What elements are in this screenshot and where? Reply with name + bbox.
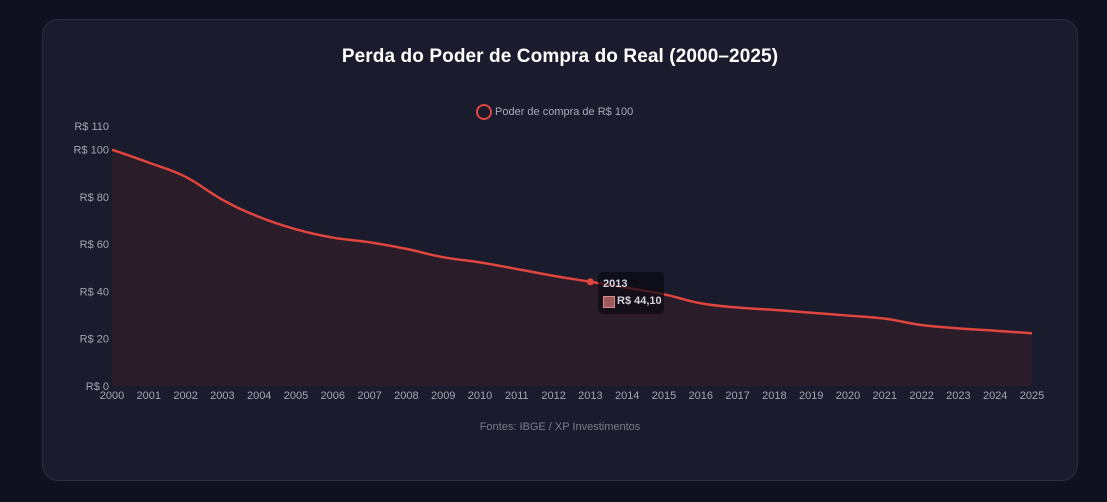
x-tick-label: 2011 xyxy=(505,390,529,402)
x-tick-label: 2012 xyxy=(541,390,565,402)
chart-legend[interactable]: Poder de compra de R$ 100 xyxy=(476,103,633,121)
x-tick-label: 2013 xyxy=(578,390,602,402)
x-tick-label: 2016 xyxy=(689,390,713,402)
chart-title: Perda do Poder de Compra do Real (2000–2… xyxy=(341,46,779,67)
x-tick-label: 2002 xyxy=(173,390,197,402)
x-tick-label: 2004 xyxy=(247,390,271,402)
x-tick-label: 2021 xyxy=(873,390,897,402)
x-tick-label: 2008 xyxy=(394,390,418,402)
x-tick-label: 2005 xyxy=(284,390,308,402)
x-tick-label: 2001 xyxy=(137,390,161,402)
y-tick-label: R$ 110 xyxy=(74,121,109,133)
data-point-highlight[interactable] xyxy=(586,278,594,286)
legend-label: Poder de compra de R$ 100 xyxy=(495,106,634,118)
x-tick-label: 2019 xyxy=(799,390,823,402)
legend-circle-icon xyxy=(476,104,492,120)
x-tick-label: 2000 xyxy=(100,390,124,402)
y-tick-label: R$ 40 xyxy=(80,286,109,298)
source-note: Fontes: IBGE / XP Investimentos xyxy=(479,421,641,433)
x-tick-label: 2020 xyxy=(836,390,860,402)
chart-tooltip: 2013 R$ 44,10 xyxy=(598,272,664,314)
x-tick-label: 2003 xyxy=(210,390,234,402)
x-tick-label: 2014 xyxy=(615,390,639,402)
series-area-fill xyxy=(112,149,1032,386)
x-tick-label: 2006 xyxy=(321,390,345,402)
x-tick-label: 2007 xyxy=(357,390,381,402)
x-tick-label: 2022 xyxy=(909,390,933,402)
x-tick-label: 2024 xyxy=(983,390,1007,402)
tooltip-color-swatch xyxy=(603,296,615,308)
tooltip-value: R$ 44,10 xyxy=(617,295,662,307)
y-tick-label: R$ 100 xyxy=(74,145,109,157)
y-tick-label: R$ 20 xyxy=(80,334,109,346)
y-tick-label: R$ 0 xyxy=(86,381,109,393)
y-tick-label: R$ 80 xyxy=(80,192,109,204)
x-tick-label: 2025 xyxy=(1020,390,1044,402)
x-tick-label: 2009 xyxy=(431,390,455,402)
series-line[interactable] xyxy=(111,148,1033,335)
tooltip-year: 2013 xyxy=(603,278,628,290)
x-tick-label: 2017 xyxy=(725,390,749,402)
x-tick-label: 2015 xyxy=(652,390,676,402)
x-tick-label: 2010 xyxy=(468,390,492,402)
x-tick-label: 2023 xyxy=(946,390,970,402)
x-tick-label: 2018 xyxy=(762,390,786,402)
y-tick-label: R$ 60 xyxy=(80,239,109,251)
